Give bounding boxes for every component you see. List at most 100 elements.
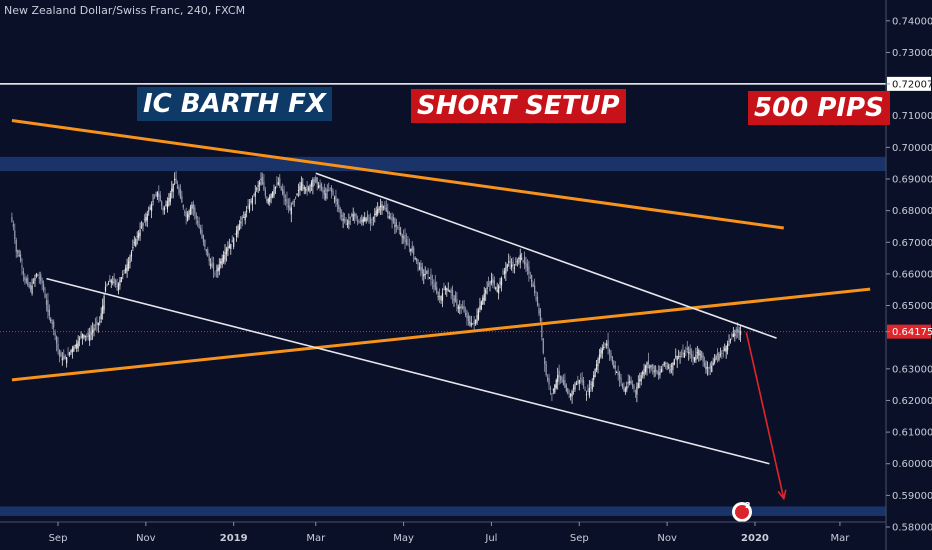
candle-body [22,271,25,274]
candle-body [97,322,99,326]
candle-body [398,228,400,230]
candle-body [515,264,517,266]
price-tick-label: 0.64175 [892,327,932,338]
candle-body [715,356,717,360]
candle-body [554,384,556,393]
candle-body [303,186,305,190]
candle-body [123,270,125,272]
price-tick-label: 0.60000 [892,459,932,470]
candle-body [34,277,36,281]
candle-body [572,387,575,390]
candle-body [722,350,724,352]
channel-line [46,277,770,465]
candle-body [583,380,585,387]
candle-body [89,334,91,341]
candle-body [436,287,438,293]
candle-body [218,264,220,271]
candle-body [116,285,118,287]
candle-body [244,213,246,221]
candle-body [611,356,613,363]
candle-body [338,205,340,210]
chart-title: New Zealand Dollar/Swiss Franc, 240, FXC… [4,4,246,17]
candle-body [122,273,124,275]
candle-body [368,220,370,222]
candle-body [60,352,62,357]
candle-body [479,305,481,311]
candle-body [719,353,721,355]
candle-body [381,204,383,211]
candle-body [37,274,39,277]
candle-body [708,367,710,369]
candle-body [208,256,210,262]
candle-body [462,306,464,309]
candle-body [100,313,102,319]
candle-body [500,277,503,286]
candle-body [346,223,349,225]
candle-body [110,280,112,283]
candle-body [379,205,382,208]
candle-body [529,276,531,278]
candle-body [463,306,465,312]
candle-body [385,207,387,212]
candle-body [267,198,269,204]
candle-body [489,282,491,284]
candle-body [392,217,395,224]
candle-body [663,362,665,366]
candle-body [390,218,392,220]
time-tick-label: Mar [830,533,850,544]
candle-body [305,189,307,191]
candle-body [426,270,428,274]
candle-body [627,381,629,384]
candle-body [464,312,467,316]
candle-body [178,187,180,194]
candle-body [738,331,740,333]
candle-body [413,247,415,255]
candle-body [680,356,683,358]
candle-body [388,216,390,219]
candle-body [271,191,274,198]
candle-body [362,218,364,223]
candle-body [341,214,343,217]
candle-body [521,258,523,260]
candle-body [405,239,408,244]
candle-body [64,355,66,360]
candle-body [290,207,292,215]
candle-body [329,187,331,189]
candle-body [616,371,618,373]
candle-body [135,239,137,247]
time-tick-label: 2020 [741,533,769,544]
candle-body [367,214,369,221]
candle-body [729,338,732,341]
candle-body [685,351,687,353]
candle-body [374,213,376,216]
candle-body [512,261,514,266]
candle-body [32,281,35,283]
candle-body [732,334,734,338]
candle-body [702,355,704,362]
candle-body [299,186,301,191]
candle-body [227,247,229,252]
price-tick-label: 0.66000 [892,269,932,280]
candle-body [382,206,385,208]
price-tick-label: 0.59000 [892,491,932,502]
candle-body [104,286,107,292]
candle-body [403,236,405,240]
price-tick-label: 0.69000 [892,175,932,186]
candle-body [499,281,501,285]
candle-body [192,204,194,210]
candle-body [295,197,297,199]
candle-body [87,332,89,338]
candle-body [431,281,433,284]
candle-body [456,299,458,306]
candle-body [217,267,219,272]
candle-body [319,184,321,188]
candle-body [447,289,449,291]
candle-body [266,198,268,202]
candle-body [617,372,619,376]
candle-body [14,230,16,240]
candle-body [584,389,586,391]
candle-body [610,353,612,358]
candle-body [490,280,493,283]
candle-body [153,197,156,199]
